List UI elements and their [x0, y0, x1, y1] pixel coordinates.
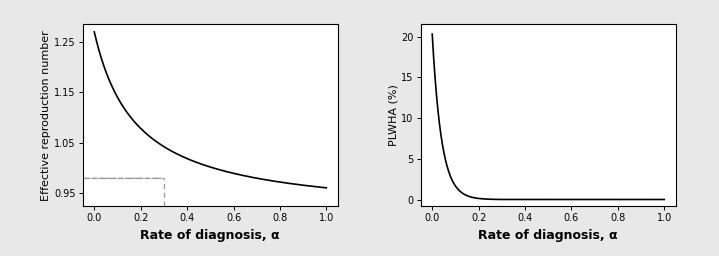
Y-axis label: Effective reproduction number: Effective reproduction number [41, 30, 51, 200]
Y-axis label: PLWHA (%): PLWHA (%) [388, 84, 398, 146]
X-axis label: Rate of diagnosis, α: Rate of diagnosis, α [140, 229, 280, 242]
X-axis label: Rate of diagnosis, α: Rate of diagnosis, α [478, 229, 618, 242]
